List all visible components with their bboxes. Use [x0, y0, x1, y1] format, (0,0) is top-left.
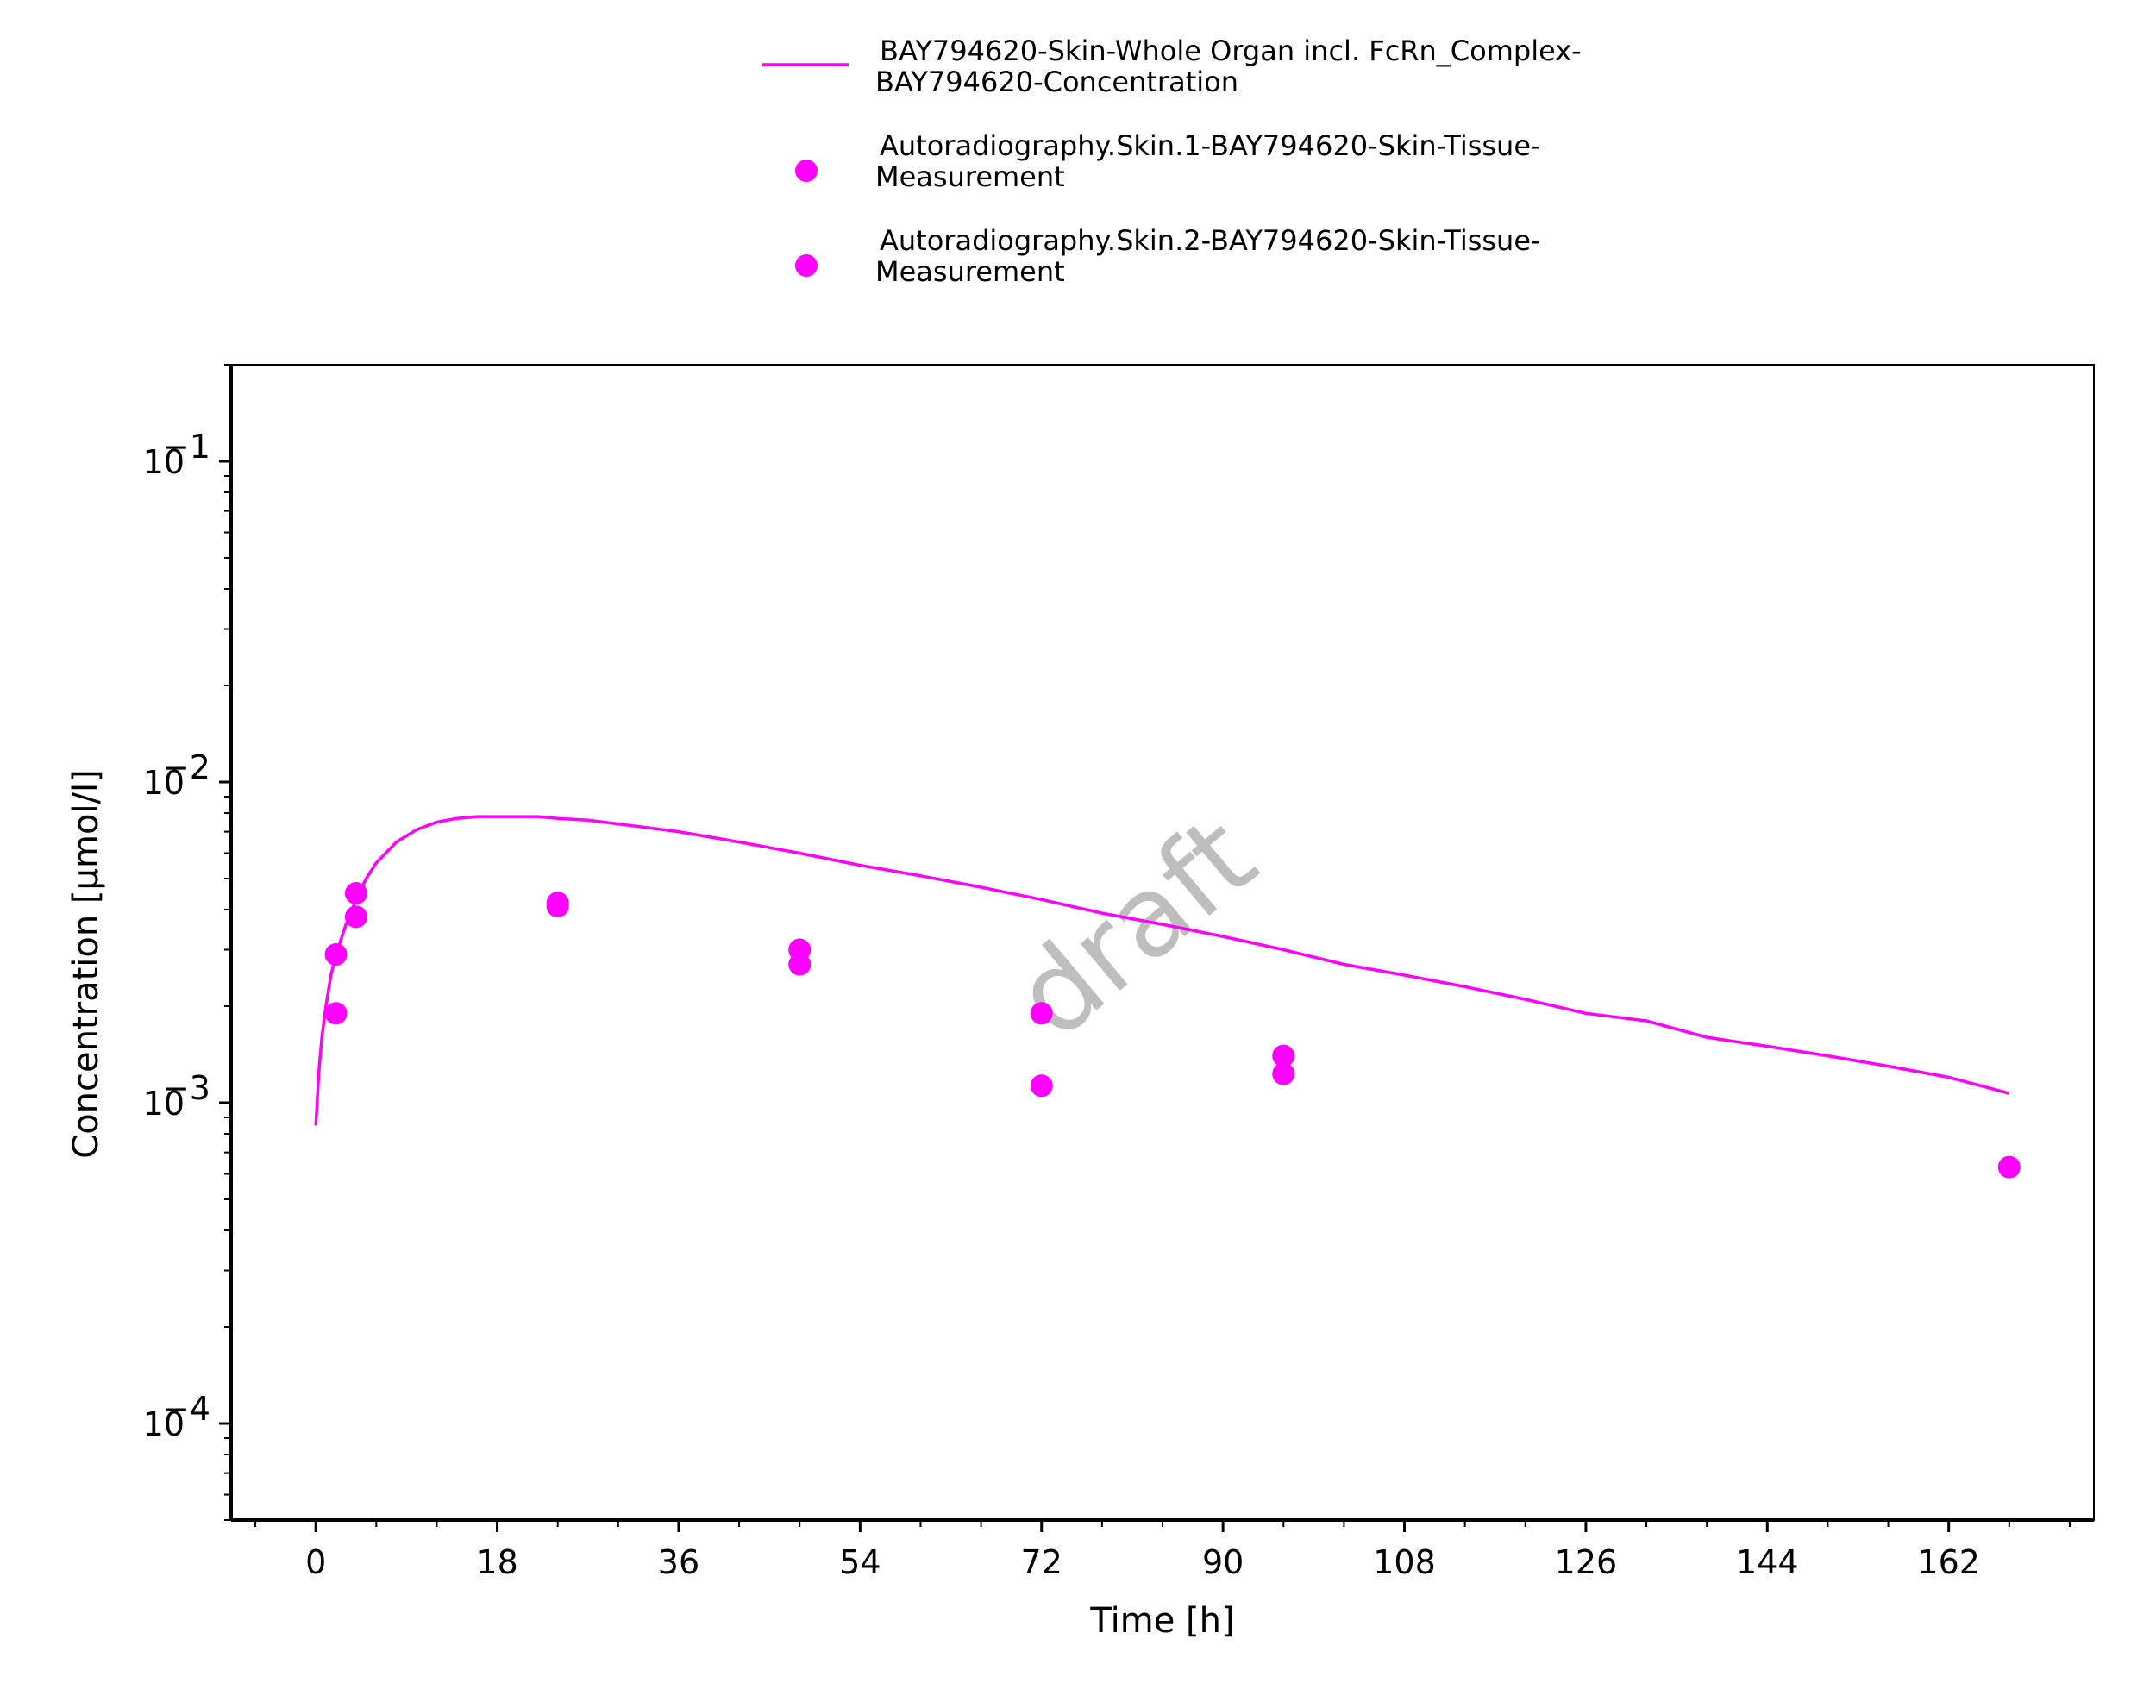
x-tick-label: 18: [476, 1543, 517, 1581]
data-point-series-2: [1030, 1074, 1053, 1098]
x-tick-label: 126: [1555, 1543, 1618, 1581]
y-tick-exponent: −4: [162, 1390, 210, 1428]
legend-label: Measurement: [875, 160, 1065, 193]
data-point-series-1: [344, 882, 367, 905]
y-tick-label: 10: [143, 1405, 185, 1443]
x-tick-label: 54: [839, 1543, 881, 1581]
x-axis: 0 18 36 54 72 90 108 126 144 162: [231, 1518, 2094, 1581]
legend-dot-marker: [795, 160, 818, 182]
y-tick-label: 10: [143, 764, 185, 802]
data-point-series-2: [344, 905, 367, 929]
data-point-series-2: [324, 1002, 348, 1025]
y-axis: 10−110−210−310−4: [143, 364, 233, 1521]
y-tick-label: 10: [143, 443, 185, 481]
watermark: draft: [990, 791, 1279, 1064]
x-tick-label: 108: [1373, 1543, 1436, 1581]
x-axis-title: Time [h]: [1089, 1601, 1234, 1641]
x-tick-label: 36: [658, 1543, 699, 1581]
legend-label: Autoradiography.Skin.1-BAY794620-Skin-Ti…: [880, 129, 1541, 162]
y-tick-exponent: −1: [162, 428, 210, 466]
plot-area: draft 0 18 36 54 72 90 108 126 144 162 10−110−210…: [143, 364, 2095, 1581]
x-tick-label: 144: [1736, 1543, 1799, 1581]
series-layer: [314, 815, 2021, 1179]
data-point-series-2: [1272, 1062, 1295, 1085]
y-tick-label: 10: [143, 1085, 185, 1123]
data-point-series-1: [1030, 1002, 1053, 1025]
data-point-series-1: [1272, 1044, 1295, 1067]
data-point-series-2: [788, 953, 812, 976]
data-point-series-1: [1997, 1155, 2021, 1179]
y-axis-title: Concentration [µmol/l]: [66, 769, 106, 1158]
x-tick-label: 0: [305, 1543, 326, 1581]
legend-label: Measurement: [875, 255, 1065, 288]
legend-label: BAY794620-Skin-Whole Organ incl. FcRn_Co…: [880, 34, 1582, 67]
legend-dot-marker: [795, 254, 818, 277]
y-tick-exponent: −3: [162, 1069, 210, 1107]
x-tick-label: 90: [1202, 1543, 1244, 1581]
legend-label: Autoradiography.Skin.2-BAY794620-Skin-Ti…: [880, 224, 1541, 257]
x-tick-label: 72: [1021, 1543, 1062, 1581]
data-point-series-2: [546, 895, 569, 918]
legend: BAY794620-Skin-Whole Organ incl. FcRn_Co…: [762, 34, 1582, 288]
watermark-text: draft: [990, 791, 1279, 1064]
data-point-series-1: [324, 942, 348, 966]
x-tick-label: 162: [1917, 1543, 1980, 1581]
legend-label: BAY794620-Concentration: [875, 66, 1238, 98]
y-tick-exponent: −2: [162, 748, 210, 786]
